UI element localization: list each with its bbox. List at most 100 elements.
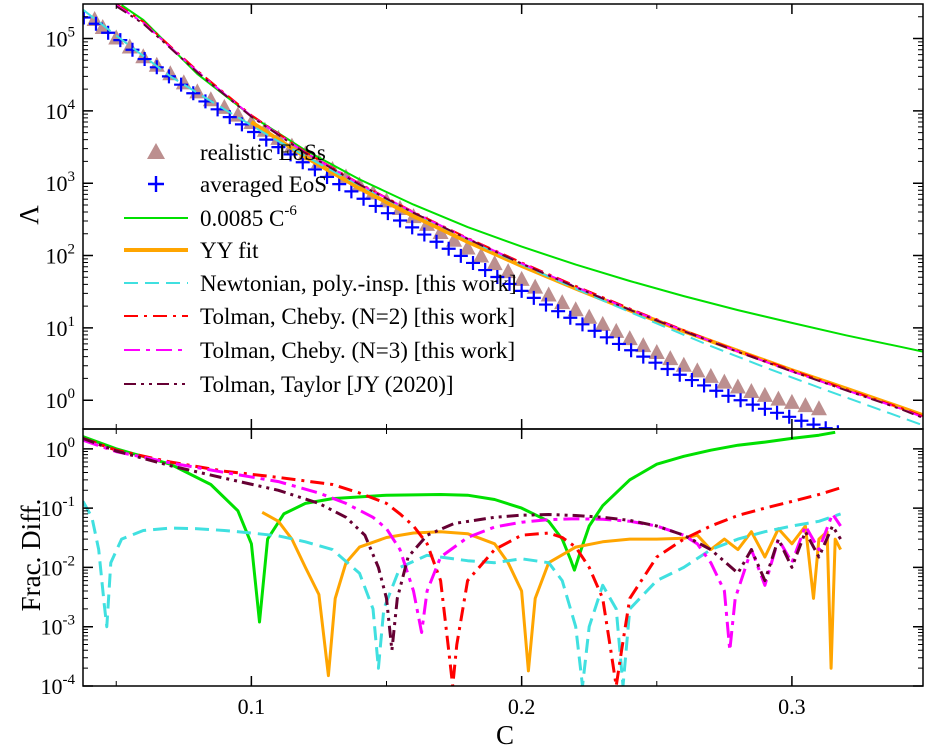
top-realistic-eoss-point-49 [743, 382, 760, 398]
top-realistic-eoss-point-38 [594, 315, 611, 331]
top-ytick-label-5: 105 [46, 25, 76, 52]
top-realistic-eoss-point-51 [770, 390, 787, 406]
top-averaged-eos-point-55 [745, 397, 760, 412]
bottom-plot-series [83, 431, 842, 686]
top-averaged-eos-point-0 [83, 10, 91, 25]
top-averaged-eos-point-44 [611, 336, 626, 351]
top-averaged-eos-point-40 [563, 310, 578, 325]
top-averaged-eos-point-41 [575, 317, 590, 332]
top-realistic-eoss-point-50 [756, 386, 773, 402]
top-averaged-eos-point-24 [368, 198, 383, 213]
top-averaged-eos-point-38 [538, 297, 553, 312]
top-averaged-eos-point-34 [490, 269, 505, 284]
top-realistic-eoss-point-46 [702, 367, 719, 383]
top-realistic-eoss-point-34 [540, 286, 557, 302]
top-plot-series [83, 4, 923, 429]
top-averaged-eos-point-60 [806, 417, 821, 429]
top-averaged-eos-point-49 [672, 367, 687, 382]
top-averaged-eos-point-28 [417, 227, 432, 242]
top-averaged-eos-point-11 [210, 102, 225, 117]
top-realistic-eoss-point-32 [513, 270, 530, 286]
top-averaged-eos-point-22 [344, 184, 359, 199]
top-averaged-eos-point-51 [697, 378, 712, 393]
bottom-ytick-label-2: 10-2 [41, 553, 76, 580]
top-averaged-eos-point-45 [624, 343, 639, 358]
legend-label-tolman-cheby-n-3-this-work: Tolman, Cheby. (N=3) [this work] [200, 338, 515, 363]
legend-label-realistic-eoss: realistic EoSs [200, 140, 326, 165]
legend-label-newtonian-poly-insp-this-work: Newtonian, poly.-insp. [this work] [200, 271, 517, 296]
bottom-ytick-label-3: 10-1 [41, 494, 76, 521]
top-ytick-label-4: 104 [46, 97, 76, 124]
top-averaged-eos-point-16 [271, 140, 286, 155]
top-realistic-eoss-point-28 [459, 239, 476, 255]
top-averaged-eos-point-31 [453, 248, 468, 263]
top-realistic-eoss-point-47 [716, 373, 733, 389]
legend-label-averaged-eos: averaged EoS [200, 172, 327, 197]
top-averaged-eos-point-57 [770, 405, 785, 420]
top-realistic-eoss-point-39 [608, 322, 625, 338]
top-averaged-eos-point-37 [526, 290, 541, 305]
xtick-label-0: 0.1 [238, 694, 266, 719]
xtick-label-2: 0.3 [778, 694, 806, 719]
legend-label-yy-fit: YY fit [200, 238, 259, 263]
top-realistic-eoss-point-29 [473, 247, 490, 263]
top-realistic-eoss-point-31 [500, 263, 517, 279]
top-ytick-label-3: 103 [46, 169, 76, 196]
top-ytick-label-2: 102 [46, 242, 76, 269]
legend-label-0-0085-c: 0.0085 C-6 [200, 203, 297, 231]
top-averaged-eos-point-56 [757, 401, 772, 416]
top-averaged-eos-point-23 [356, 191, 371, 206]
top-averaged-eos-point-42 [587, 323, 602, 338]
axes: 100 101 102 103 104 105 10-4 10-3 10-2 10-1 100 0.1… [41, 3, 924, 719]
top-averaged-eos-point-30 [441, 241, 456, 256]
top-averaged-eos-point-29 [429, 234, 444, 249]
top-averaged-eos-point-32 [466, 255, 480, 270]
top-realistic-eoss-point-54 [810, 400, 827, 416]
top-averaged-eos-point-52 [709, 383, 724, 398]
top-averaged-eos-point-61 [818, 421, 833, 429]
top-averaged-eos-point-26 [393, 213, 408, 228]
top-averaged-eos-point-25 [380, 206, 395, 221]
bottom-ytick-label-0: 10-4 [41, 672, 76, 699]
top-tolman-taylor-jy-2020-line [115, 5, 923, 419]
top-averaged-eos-point-43 [599, 330, 614, 345]
y-axis-label-top: Λ [14, 205, 44, 225]
top-averaged-eos-point-54 [733, 393, 748, 408]
legend-key-realistic-eoss [147, 143, 165, 159]
x-axis-label: C [496, 720, 514, 747]
top-realistic-eoss-point-45 [689, 362, 706, 378]
top-realistic-eoss-point-52 [783, 393, 800, 409]
top-averaged-eos-point-20 [320, 169, 335, 184]
top-averaged-eos-point-47 [648, 355, 663, 370]
top-averaged-eos-point-58 [782, 409, 797, 424]
top-realistic-eoss-point-0 [86, 11, 103, 27]
top-ytick-label-0: 100 [46, 386, 76, 413]
top-realistic-eoss-point-53 [797, 397, 814, 413]
top-averaged-eos-point-53 [721, 388, 736, 403]
bottom-tolman-taylor-jy-2020-line [83, 436, 842, 652]
top-averaged-eos-point-27 [405, 220, 420, 235]
legend-label-tolman-cheby-n-2-this-work: Tolman, Cheby. (N=2) [this work] [200, 304, 515, 329]
top-realistic-eoss-point-41 [635, 337, 652, 353]
top-averaged-eos-point-62 [836, 425, 839, 429]
top-realistic-eoss-point-36 [567, 301, 584, 317]
top-realistic-eoss-point-33 [527, 278, 544, 294]
top-averaged-eos-point-21 [332, 177, 347, 192]
top-realistic-eoss-point-40 [621, 330, 638, 346]
legend-key-averaged-eos [148, 176, 164, 192]
bottom-tolman-cheby-n-2-this-work-line [83, 436, 842, 686]
top-averaged-eos-point-3 [113, 33, 128, 48]
top-averaged-eos-point-36 [514, 283, 529, 298]
legend: realistic EoSs averaged EoS 0.0085 C-6 YY f… [124, 140, 517, 397]
top-realistic-eoss-point-37 [581, 308, 598, 324]
top-averaged-eos-point-4 [125, 42, 140, 57]
top-realistic-eoss-point-42 [648, 343, 665, 359]
top-averaged-eos-point-46 [636, 349, 651, 364]
top-averaged-eos-point-5 [137, 52, 152, 67]
top-realistic-eoss-point-30 [486, 255, 503, 271]
bottom-newtonian-poly-insp-this-work-line [83, 500, 842, 686]
y-axis-label-bottom: Frac. Diff. [16, 499, 46, 612]
top-newtonian-poly-insp-this-work-line [83, 8, 923, 427]
xtick-label-1: 0.2 [508, 694, 536, 719]
